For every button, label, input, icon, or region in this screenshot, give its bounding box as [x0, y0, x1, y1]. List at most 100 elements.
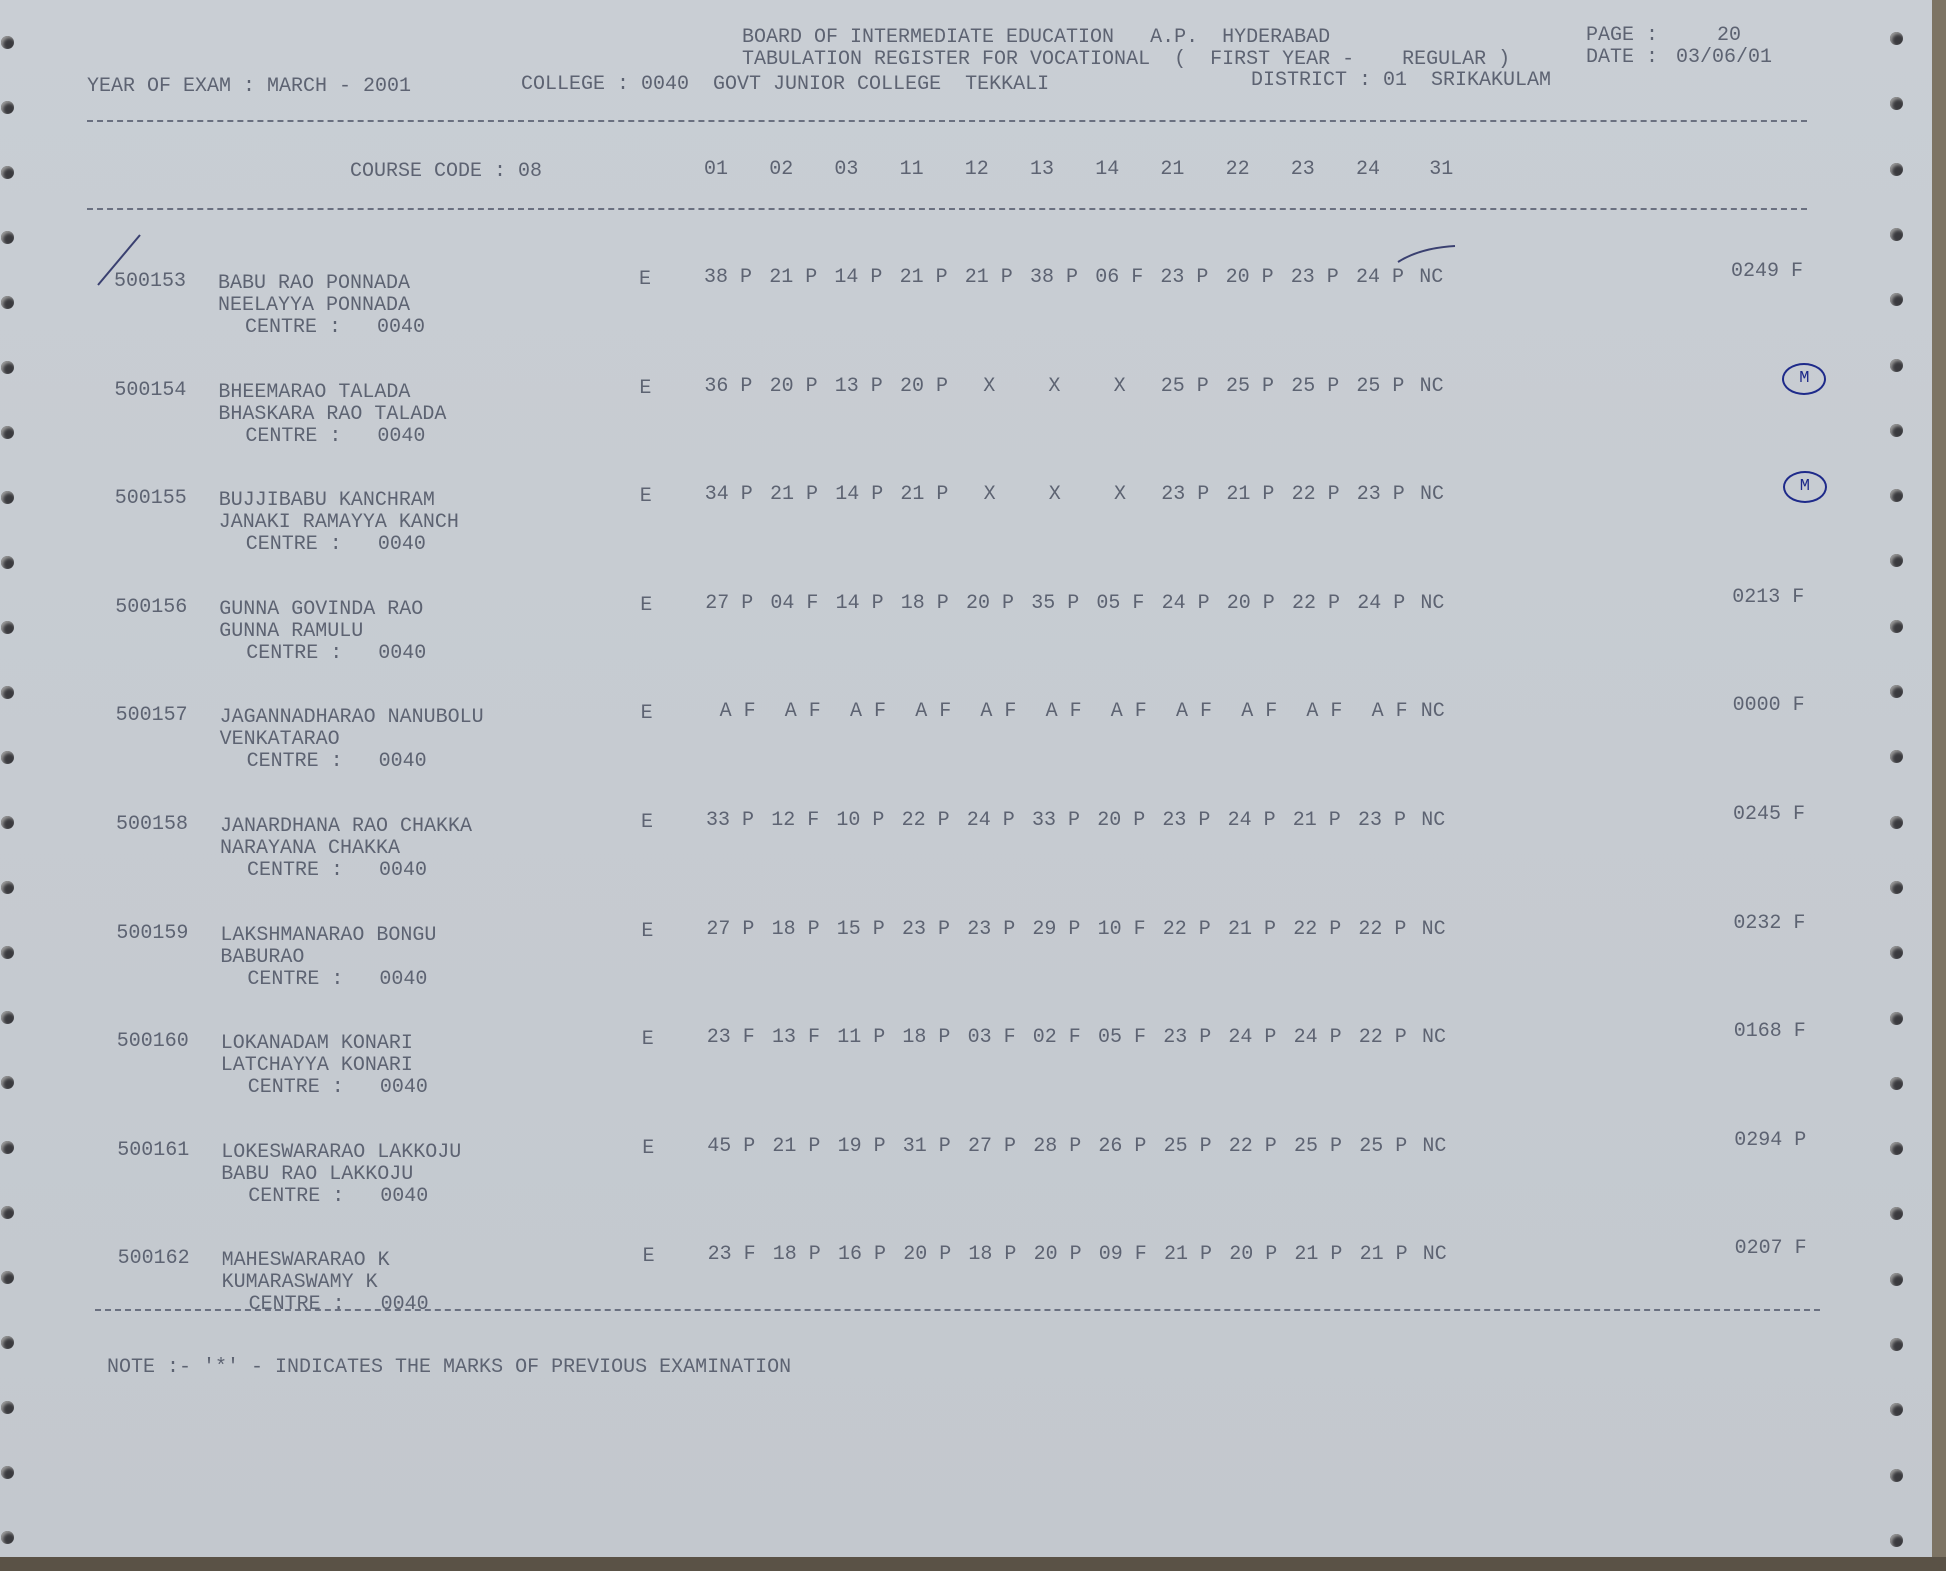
subject-mark: 38 P — [1030, 266, 1079, 289]
subject-mark: 25 P — [1356, 374, 1405, 398]
page-number: 20 — [1717, 24, 1742, 47]
subject-mark: 24 P — [1356, 266, 1405, 289]
subject-mark: 33 P — [706, 809, 755, 832]
subject-mark: 24 P — [1227, 809, 1276, 832]
subject-mark: 23 P — [1160, 266, 1209, 289]
sprocket-hole-icon — [1890, 685, 1903, 698]
subject-mark: 23 P — [1161, 483, 1210, 507]
sprocket-hole-icon — [1, 36, 14, 49]
subject-mark: 25 P — [1291, 374, 1340, 398]
column-header: 14 — [1095, 158, 1120, 181]
medium: E — [639, 485, 652, 509]
sprocket-hole-icon — [1, 1271, 14, 1284]
subject-mark: 24 P — [1161, 591, 1210, 615]
subject-mark: A F — [719, 700, 756, 724]
sprocket-hole-icon — [1, 686, 14, 699]
column-header: 31 — [1429, 158, 1454, 181]
table-row: 500154 BHEEMARAO TALADA BHASKARA RAO TALAD… — [0, 362, 1946, 475]
table-row: 500160 LOKANADAM KONARI LATCHAYYA KONARI CE… — [0, 1020, 1946, 1126]
column-header: 12 — [964, 158, 989, 181]
sprocket-hole-icon — [1, 231, 14, 244]
subject-mark: 33 P — [1032, 809, 1081, 832]
column-header: 24 — [1356, 158, 1381, 181]
subject-mark: 23 P — [967, 917, 1016, 941]
subject-mark: 45 P — [707, 1134, 756, 1158]
sprocket-hole-icon — [1, 101, 14, 114]
student-name: BABU RAO PONNADA — [218, 272, 411, 295]
subject-mark: 21 P — [770, 483, 819, 507]
subject-mark: NC — [1420, 591, 1445, 615]
total-result: 0168 F — [1733, 1020, 1806, 1044]
subject-mark: 22 P — [1358, 1026, 1407, 1050]
subject-mark: A F — [1176, 700, 1213, 724]
parent-name: GUNNA RAMULU — [219, 619, 364, 643]
sprocket-hole-icon — [1, 816, 14, 829]
subject-mark: 21 P — [1228, 917, 1277, 941]
subject-mark: 22 P — [1291, 483, 1340, 507]
centre: CENTRE : 0040 — [247, 967, 428, 991]
subject-mark: 14 P — [835, 483, 884, 507]
sprocket-hole-icon — [1, 1336, 14, 1349]
subject-mark: 18 P — [900, 591, 949, 615]
centre: CENTRE : 0040 — [245, 424, 426, 448]
subject-mark: 18 P — [772, 1243, 821, 1267]
table-row: 500157 JAGANNADHARAO NANUBOLU VENKATARAO CE… — [0, 694, 1946, 800]
medium: E — [639, 268, 652, 291]
sprocket-hole-icon — [1, 491, 14, 504]
parent-name: NARAYANA CHAKKA — [220, 837, 401, 860]
column-header: 02 — [769, 158, 794, 181]
date-label: DATE : — [1586, 46, 1659, 69]
sprocket-hole-icon — [1890, 358, 1903, 372]
sprocket-hole-icon — [1, 1401, 14, 1414]
centre: CENTRE : 0040 — [248, 1184, 429, 1208]
college: COLLEGE : 0040 GOVT JUNIOR COLLEGE TEKKA… — [521, 73, 1050, 96]
roll-number: 500156 — [115, 595, 188, 619]
sprocket-hole-icon — [1890, 619, 1903, 633]
subject-mark: 13 P — [834, 374, 883, 398]
medium: E — [641, 811, 654, 834]
total-result: 0000 F — [1732, 694, 1805, 718]
sprocket-hole-icon — [1890, 1533, 1903, 1547]
centre: CENTRE : 0040 — [246, 750, 427, 774]
sprocket-hole-icon — [1890, 1338, 1903, 1351]
parent-name: BABURAO — [220, 945, 305, 969]
divider — [95, 1309, 1820, 1311]
subject-mark: 23 P — [1290, 266, 1339, 289]
subject-mark: A F — [850, 700, 887, 724]
subject-mark: 36 P — [704, 374, 753, 398]
subject-mark: 12 F — [771, 809, 820, 832]
subject-mark: A F — [1110, 700, 1147, 724]
subject-mark: 20 P — [1229, 1243, 1278, 1267]
sprocket-hole-icon — [1, 1206, 14, 1219]
subject-mark: 22 P — [1162, 917, 1211, 941]
centre: CENTRE : 0040 — [245, 316, 426, 339]
sprocket-hole-icon — [1, 1011, 14, 1024]
subject-mark: 21 P — [964, 266, 1013, 289]
subject-mark: 20 P — [903, 1243, 952, 1267]
sprocket-hole-icon — [1, 166, 14, 179]
subject-mark: 31 P — [902, 1134, 951, 1158]
subject-mark: NC — [1419, 266, 1444, 289]
register-title: TABULATION REGISTER FOR VOCATIONAL ( FIR… — [742, 48, 1511, 71]
medium: E — [640, 593, 653, 617]
subject-mark: 35 P — [1031, 591, 1080, 615]
subject-mark: 19 P — [837, 1134, 886, 1158]
subject-mark: NC — [1420, 483, 1445, 507]
subject-mark: A F — [980, 700, 1017, 724]
roll-number: 500161 — [117, 1138, 190, 1162]
parent-name: BHASKARA RAO TALADA — [218, 402, 447, 426]
subject-mark: 27 P — [706, 917, 755, 941]
sprocket-hole-icon — [1, 1466, 14, 1479]
sprocket-hole-icon — [1890, 97, 1903, 111]
subject-mark: 20 P — [966, 591, 1015, 615]
subject-mark: 14 P — [834, 266, 883, 289]
table-row: 500161 LOKESWARARAO LAKKOJU BABU RAO LAKKO… — [0, 1129, 1946, 1235]
sprocket-hole-icon — [1890, 815, 1903, 829]
subject-mark: 29 P — [1032, 917, 1081, 941]
table-surface — [0, 1557, 1946, 1571]
sprocket-hole-icon — [1, 621, 14, 634]
subject-mark: A F — [784, 700, 821, 724]
subject-mark: 21 P — [1294, 1243, 1343, 1267]
subject-mark: 23 P — [1162, 809, 1211, 832]
